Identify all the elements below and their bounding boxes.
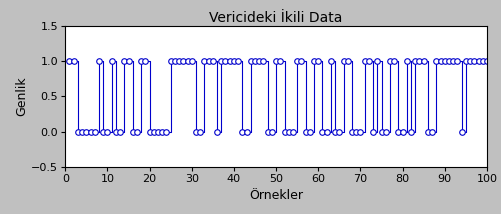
Title: Vericideki İkili Data: Vericideki İkili Data bbox=[209, 10, 342, 25]
Y-axis label: Genlik: Genlik bbox=[16, 76, 29, 116]
X-axis label: Örnekler: Örnekler bbox=[248, 189, 303, 202]
